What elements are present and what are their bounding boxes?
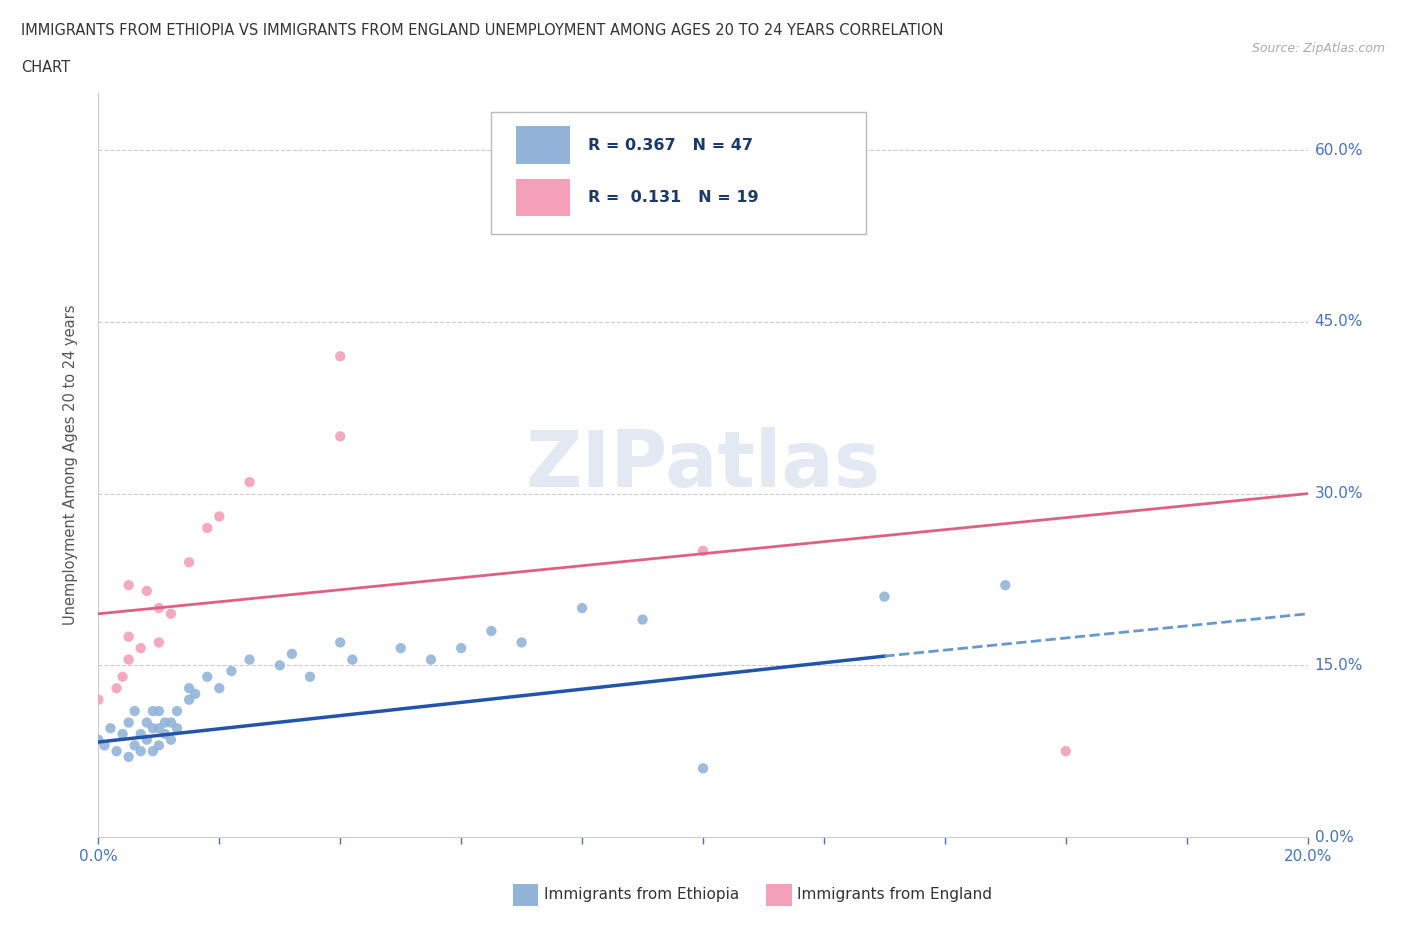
- Point: [692, 761, 714, 776]
- Point: [221, 664, 243, 679]
- Point: [208, 681, 231, 696]
- Point: [153, 726, 176, 741]
- Point: [135, 715, 157, 730]
- Text: 15.0%: 15.0%: [1315, 658, 1362, 672]
- Text: ZIPatlas: ZIPatlas: [526, 427, 880, 503]
- Point: [239, 652, 262, 667]
- Point: [571, 601, 593, 616]
- Point: [994, 578, 1017, 592]
- Point: [692, 543, 714, 558]
- Point: [142, 744, 165, 759]
- Point: [118, 578, 141, 592]
- Point: [510, 635, 533, 650]
- Point: [129, 744, 152, 759]
- Point: [87, 732, 110, 747]
- Bar: [516, 126, 569, 164]
- Point: [299, 670, 322, 684]
- Point: [177, 681, 201, 696]
- Point: [419, 652, 441, 667]
- Point: [342, 652, 364, 667]
- Text: Immigrants from England: Immigrants from England: [797, 887, 993, 902]
- FancyBboxPatch shape: [492, 112, 866, 234]
- Point: [105, 681, 128, 696]
- Point: [87, 692, 110, 707]
- Bar: [516, 179, 569, 216]
- Point: [129, 641, 152, 656]
- Point: [195, 670, 218, 684]
- Point: [160, 606, 183, 621]
- Point: [93, 738, 115, 753]
- Point: [195, 521, 218, 536]
- Text: Immigrants from Ethiopia: Immigrants from Ethiopia: [544, 887, 740, 902]
- Text: CHART: CHART: [21, 60, 70, 75]
- Text: Source: ZipAtlas.com: Source: ZipAtlas.com: [1251, 42, 1385, 55]
- Point: [450, 641, 472, 656]
- Point: [177, 692, 201, 707]
- Point: [142, 721, 165, 736]
- Point: [329, 429, 352, 444]
- Point: [124, 738, 146, 753]
- Point: [269, 658, 291, 672]
- Text: R = 0.367   N = 47: R = 0.367 N = 47: [588, 138, 754, 153]
- Point: [160, 715, 183, 730]
- Point: [148, 738, 170, 753]
- Point: [148, 721, 170, 736]
- Point: [329, 349, 352, 364]
- Point: [118, 630, 141, 644]
- Point: [118, 715, 141, 730]
- Point: [166, 704, 188, 719]
- Point: [118, 652, 141, 667]
- Y-axis label: Unemployment Among Ages 20 to 24 years: Unemployment Among Ages 20 to 24 years: [63, 305, 77, 625]
- Text: 0.0%: 0.0%: [1315, 830, 1353, 844]
- Point: [184, 686, 207, 701]
- Point: [142, 704, 165, 719]
- Point: [1054, 744, 1077, 759]
- Point: [281, 646, 304, 661]
- Point: [135, 583, 157, 598]
- Point: [148, 704, 170, 719]
- Point: [166, 721, 188, 736]
- Text: 30.0%: 30.0%: [1315, 486, 1362, 501]
- Point: [118, 750, 141, 764]
- Text: IMMIGRANTS FROM ETHIOPIA VS IMMIGRANTS FROM ENGLAND UNEMPLOYMENT AMONG AGES 20 T: IMMIGRANTS FROM ETHIOPIA VS IMMIGRANTS F…: [21, 23, 943, 38]
- Text: R =  0.131   N = 19: R = 0.131 N = 19: [588, 190, 759, 205]
- Point: [148, 601, 170, 616]
- Point: [329, 635, 352, 650]
- Point: [873, 590, 896, 604]
- Point: [389, 641, 412, 656]
- Point: [105, 744, 128, 759]
- Point: [481, 623, 503, 638]
- Point: [124, 704, 146, 719]
- Text: 45.0%: 45.0%: [1315, 314, 1362, 329]
- Point: [160, 732, 183, 747]
- Point: [111, 726, 134, 741]
- Point: [177, 555, 201, 570]
- Point: [208, 509, 231, 524]
- Text: 60.0%: 60.0%: [1315, 142, 1362, 158]
- Point: [135, 732, 157, 747]
- Point: [153, 715, 176, 730]
- Point: [239, 474, 262, 489]
- Point: [631, 612, 654, 627]
- Point: [111, 670, 134, 684]
- Point: [148, 635, 170, 650]
- Point: [100, 721, 122, 736]
- Point: [129, 726, 152, 741]
